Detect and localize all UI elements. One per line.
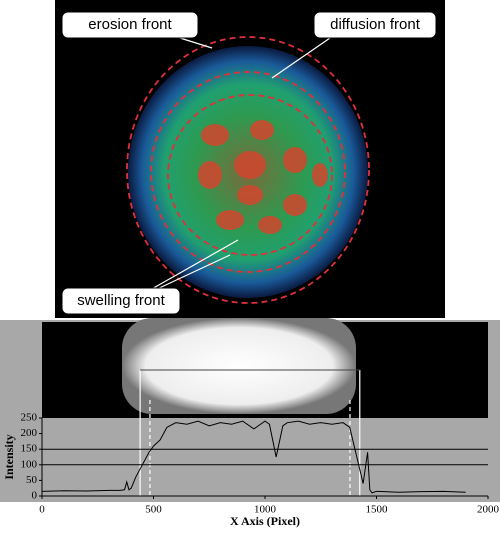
annotation: erosion front (88, 16, 172, 33)
y-tick-label: 200 (21, 427, 38, 439)
profile-line (41, 420, 466, 494)
leader-lines (149, 37, 331, 291)
x-tick-label: 500 (145, 504, 162, 516)
front-circles (126, 36, 370, 304)
annotation: diffusion front (330, 16, 421, 33)
red-blobs (198, 120, 328, 234)
y-tick-label: 100 (21, 458, 38, 470)
y-tick-label: 50 (26, 474, 38, 486)
x-axis-label: X Axis (Pixel) (230, 514, 300, 528)
tablet-side (122, 318, 356, 414)
label-box (61, 287, 181, 315)
x-tick-label: 0 (39, 504, 45, 516)
label-box (313, 11, 437, 39)
x-tick-label: 1500 (366, 504, 389, 516)
label-box (61, 11, 199, 39)
x-tick-label: 1000 (254, 504, 277, 516)
x-tick-label: 2000 (477, 504, 500, 516)
annotation: swelling front (77, 292, 165, 309)
y-axis-label: Intensity (2, 434, 16, 479)
y-tick-label: 250 (21, 412, 38, 424)
footer (0, 502, 500, 529)
y-tick-label: 150 (21, 443, 38, 455)
y-tick-label: 0 (32, 490, 38, 502)
